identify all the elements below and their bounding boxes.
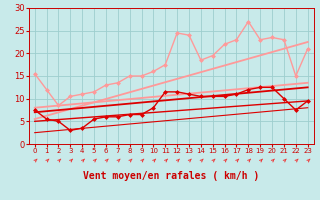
X-axis label: Vent moyen/en rafales ( km/h ): Vent moyen/en rafales ( km/h ): [83, 171, 259, 181]
